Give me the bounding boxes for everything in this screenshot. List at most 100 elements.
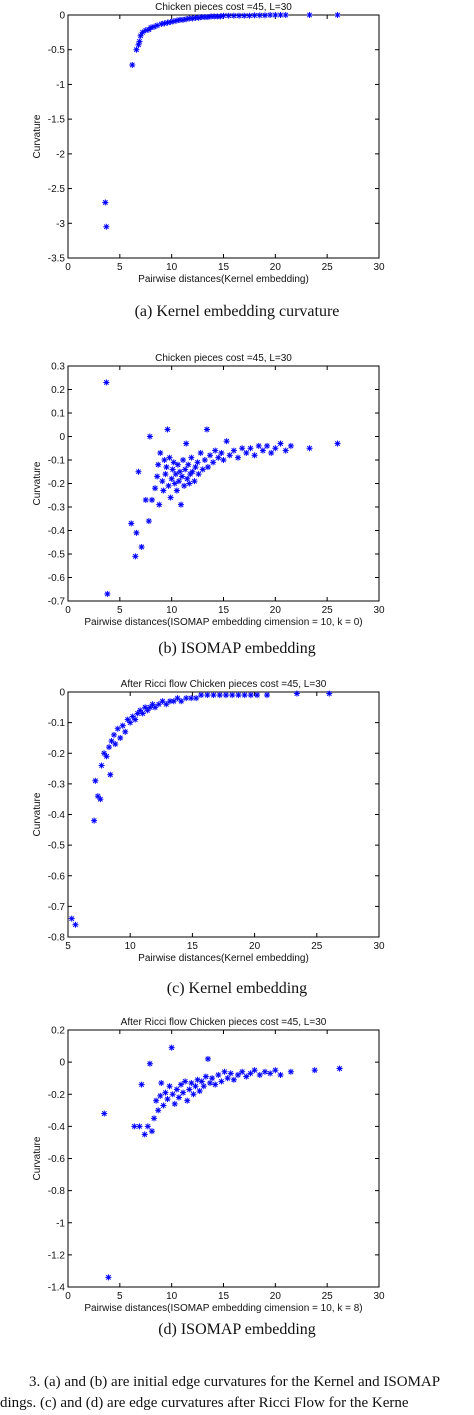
data-point — [255, 442, 262, 449]
data-point — [106, 744, 113, 751]
data-point — [163, 464, 170, 471]
y-tick-label: -0.1 — [48, 456, 66, 467]
data-point — [172, 471, 179, 478]
x-tick-label: 10 — [125, 941, 137, 952]
data-point — [191, 478, 198, 485]
data-point — [199, 466, 206, 473]
caption-d: (d) ISOMAP embedding — [158, 1321, 316, 1338]
data-point — [133, 46, 140, 53]
data-point — [311, 1067, 318, 1074]
data-point — [241, 12, 248, 19]
x-tick-label: 25 — [322, 262, 334, 273]
data-point — [188, 454, 195, 461]
data-point — [251, 12, 258, 19]
data-point — [122, 728, 129, 735]
data-point — [272, 12, 279, 18]
data-point — [164, 1096, 171, 1103]
data-point — [171, 1100, 178, 1107]
y-tick-label: -3 — [56, 219, 65, 230]
data-point — [235, 454, 242, 461]
y-tick-label: -0.3 — [48, 503, 66, 514]
y-tick-label: -0.1 — [48, 718, 66, 729]
figure-caption-line-1: 3. (a) and (b) are initial edge curvatur… — [29, 1374, 441, 1390]
data-point — [68, 915, 75, 922]
data-point — [185, 461, 192, 468]
data-point — [107, 771, 114, 778]
data-point — [287, 442, 294, 449]
y-axis-label: Curvature — [32, 114, 43, 158]
caption-b: (b) ISOMAP embedding — [158, 640, 316, 657]
scatter-chart-c: After Ricci flow Chicken pieces cost =45… — [32, 679, 385, 964]
data-point — [132, 553, 139, 560]
data-point — [188, 1080, 195, 1087]
data-point — [203, 426, 210, 433]
data-point — [218, 1078, 225, 1085]
y-tick-label: 0 — [59, 11, 65, 22]
data-point — [184, 1097, 191, 1104]
data-point — [160, 1102, 167, 1109]
data-point — [220, 457, 227, 463]
data-point — [210, 459, 217, 466]
data-point — [177, 1081, 184, 1088]
x-axis-label: Pairwise distances(ISOMAP embedding cime… — [84, 617, 362, 628]
data-point — [102, 199, 109, 206]
y-tick-label: 0 — [59, 1058, 65, 1069]
x-tick-label: 30 — [373, 1291, 385, 1302]
data-point — [235, 692, 242, 699]
data-point — [148, 1128, 155, 1135]
data-point — [212, 447, 219, 454]
data-point — [247, 445, 254, 452]
x-tick-label: 20 — [270, 605, 282, 616]
data-point — [184, 475, 191, 482]
y-tick-label: -0.6 — [48, 1154, 66, 1165]
data-point — [186, 1086, 193, 1093]
y-tick-label: -2.5 — [48, 184, 66, 195]
data-point — [72, 921, 79, 928]
data-point — [207, 1080, 214, 1087]
x-tick-label: 15 — [218, 605, 230, 616]
scatter-chart-a: Chicken pieces cost =45, L=30 0 5 10 15 20 25 3… — [32, 2, 385, 285]
x-tick-label: 15 — [218, 1291, 230, 1302]
data-point — [182, 1078, 189, 1085]
y-tick-label: -0.2 — [48, 1090, 66, 1101]
x-tick-label: 0 — [65, 1291, 71, 1302]
y-tick-label: 0.3 — [51, 362, 65, 373]
data-point — [204, 464, 211, 471]
data-point — [215, 454, 222, 461]
y-tick-label: -0.7 — [48, 902, 66, 913]
data-point — [139, 29, 146, 36]
data-point — [261, 1068, 268, 1075]
data-point — [135, 468, 142, 475]
x-tick-label: 30 — [373, 941, 385, 952]
data-point — [210, 692, 217, 699]
data-point — [264, 692, 271, 699]
data-point — [138, 1081, 145, 1088]
y-tick-label: -1 — [56, 1218, 65, 1229]
data-point — [192, 1083, 199, 1090]
y-tick-label: -1 — [56, 80, 65, 91]
data-point — [92, 777, 99, 784]
data-point — [178, 698, 185, 705]
x-tick-label: 20 — [249, 941, 261, 952]
data-point — [194, 459, 201, 466]
data-point — [152, 485, 159, 492]
data-point — [129, 61, 136, 68]
data-point — [227, 1070, 234, 1077]
data-point — [215, 1071, 222, 1078]
data-point — [212, 1081, 219, 1088]
data-point — [159, 478, 166, 485]
data-point — [139, 710, 146, 717]
data-point — [166, 454, 173, 461]
data-point — [170, 459, 177, 466]
data-point — [136, 1123, 143, 1130]
data-point — [287, 1068, 294, 1075]
data-point — [247, 692, 254, 699]
data-point — [160, 487, 167, 494]
data-point — [174, 461, 181, 468]
y-tick-label: -0.4 — [48, 526, 66, 537]
data-point — [198, 1078, 205, 1085]
y-tick-label: 0 — [59, 432, 65, 443]
data-point — [193, 695, 200, 702]
data-point — [154, 473, 161, 480]
data-point — [169, 1091, 176, 1098]
